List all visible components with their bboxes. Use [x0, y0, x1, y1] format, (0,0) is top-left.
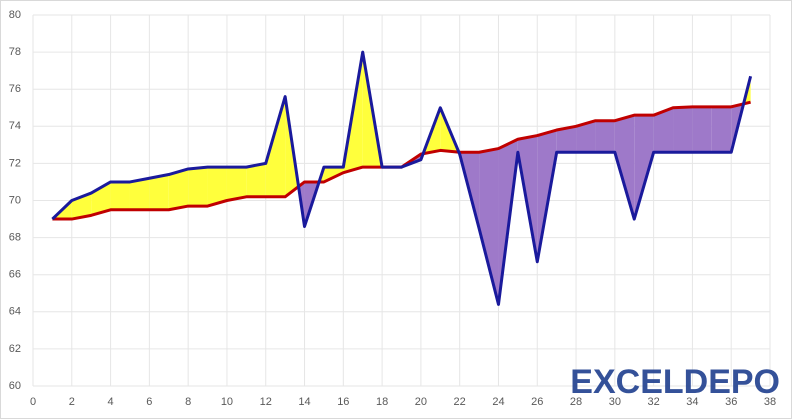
y-tick-label: 66 — [9, 269, 21, 281]
lines — [51, 50, 753, 306]
x-tick-label: 0 — [30, 396, 36, 408]
fill-below — [556, 126, 577, 153]
x-tick-label: 14 — [298, 396, 310, 408]
fill-above — [188, 167, 208, 207]
x-tick-label: 26 — [531, 396, 543, 408]
fill-above — [265, 96, 286, 197]
x-tick-label: 2 — [69, 396, 75, 408]
x-tick-label: 8 — [185, 396, 191, 408]
fill-above — [129, 178, 150, 210]
fill-below — [711, 106, 732, 153]
y-tick-label: 72 — [9, 157, 21, 169]
x-tick-label: 6 — [146, 396, 152, 408]
x-tick-label: 30 — [609, 396, 621, 408]
fill-below — [673, 106, 693, 153]
fill-above — [149, 174, 169, 210]
fill-below — [692, 106, 712, 153]
x-tick-label: 18 — [376, 396, 388, 408]
fill-below — [595, 120, 615, 153]
fill-below — [576, 120, 596, 153]
x-tick-label: 38 — [764, 396, 776, 408]
x-tick-label: 16 — [337, 396, 349, 408]
y-tick-label: 76 — [9, 83, 21, 95]
y-tick-label: 60 — [9, 380, 21, 392]
series-line — [51, 50, 753, 306]
x-tick-label: 12 — [260, 396, 272, 408]
fill-below — [634, 115, 654, 220]
fill-above — [168, 168, 189, 210]
x-tick-label: 20 — [415, 396, 427, 408]
y-tick-label: 64 — [9, 306, 21, 318]
x-tick-label: 10 — [221, 396, 233, 408]
x-tick-label: 24 — [492, 396, 504, 408]
fill-below — [479, 148, 499, 305]
y-tick-label: 74 — [9, 120, 21, 132]
y-tick-label: 78 — [9, 46, 21, 58]
fill-above — [110, 181, 130, 210]
watermark: EXCELDEPO — [570, 363, 780, 401]
fill-above — [246, 163, 266, 197]
fill-above — [207, 167, 227, 207]
x-tick-label: 28 — [570, 396, 582, 408]
x-tick-label: 34 — [686, 396, 698, 408]
y-tick-label: 62 — [9, 343, 21, 355]
x-tick-label: 36 — [725, 396, 737, 408]
x-tick-label: 32 — [648, 396, 660, 408]
y-tick-label: 70 — [9, 194, 21, 206]
x-tick-label: 4 — [108, 396, 114, 408]
fill-below — [653, 107, 674, 153]
y-tick-label: 68 — [9, 232, 21, 244]
fill-above — [226, 167, 247, 201]
x-tick-label: 22 — [454, 396, 466, 408]
y-tick-label: 80 — [9, 9, 21, 21]
fill-below — [614, 115, 635, 220]
